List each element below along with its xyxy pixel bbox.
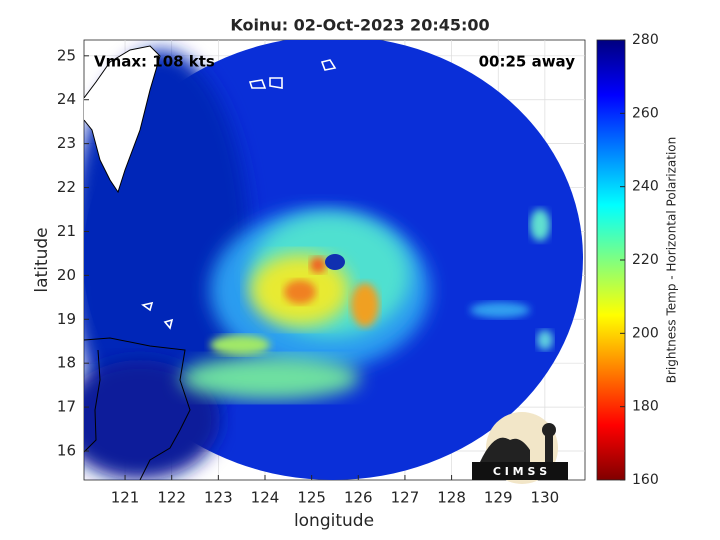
x-tick-label: 123 xyxy=(204,489,233,507)
colorbar-tick-label: 160 xyxy=(632,472,659,488)
y-tick-label: 20 xyxy=(57,266,76,284)
chart-title: Koinu: 02-Oct-2023 20:45:00 xyxy=(230,16,489,35)
x-tick-label: 129 xyxy=(484,489,513,507)
y-tick-label: 24 xyxy=(57,90,76,108)
logo-text: C I M S S xyxy=(493,465,547,478)
colorbar-tick-label: 180 xyxy=(632,399,659,415)
y-tick-label: 22 xyxy=(57,178,76,196)
x-tick-label: 121 xyxy=(111,489,140,507)
time-annotation: 00:25 away xyxy=(479,53,576,71)
y-axis-label: latitude xyxy=(32,227,52,292)
colorbar-tick-label: 280 xyxy=(632,32,659,48)
y-tick-label: 23 xyxy=(57,134,76,152)
y-tick-label: 25 xyxy=(57,46,76,64)
colorbar-tick-label: 260 xyxy=(632,105,659,121)
y-tick-label: 16 xyxy=(57,442,76,460)
colorbar-tick-label: 220 xyxy=(632,252,659,268)
x-tick-label: 125 xyxy=(297,489,326,507)
x-tick-label: 122 xyxy=(157,489,186,507)
cimss-logo: C I M S S xyxy=(472,412,568,484)
x-tick-label: 130 xyxy=(531,489,560,507)
x-axis-label: longitude xyxy=(294,511,374,531)
coastline xyxy=(84,45,337,480)
x-tick-label: 124 xyxy=(251,489,280,507)
colorbar-tick-label: 240 xyxy=(632,179,659,195)
colorbar-tick-label: 200 xyxy=(632,325,659,341)
axes: 121 122 123 124 125 126 127 128 129 130 16 17 18 19 20… xyxy=(57,46,559,506)
x-tick-label: 126 xyxy=(344,489,373,507)
x-tick-label: 127 xyxy=(391,489,420,507)
colorbar-axis: 160 180 200 220 240 260 280 xyxy=(620,32,659,488)
y-tick-label: 19 xyxy=(57,310,76,328)
x-tick-label: 128 xyxy=(437,489,466,507)
y-tick-label: 17 xyxy=(57,398,76,416)
vmax-annotation: Vmax: 108 kts xyxy=(94,53,215,71)
colorbar-label: Brightness Temp - Horizontal Polarizatio… xyxy=(665,137,679,384)
y-tick-label: 18 xyxy=(57,354,76,372)
y-tick-label: 21 xyxy=(57,222,76,240)
